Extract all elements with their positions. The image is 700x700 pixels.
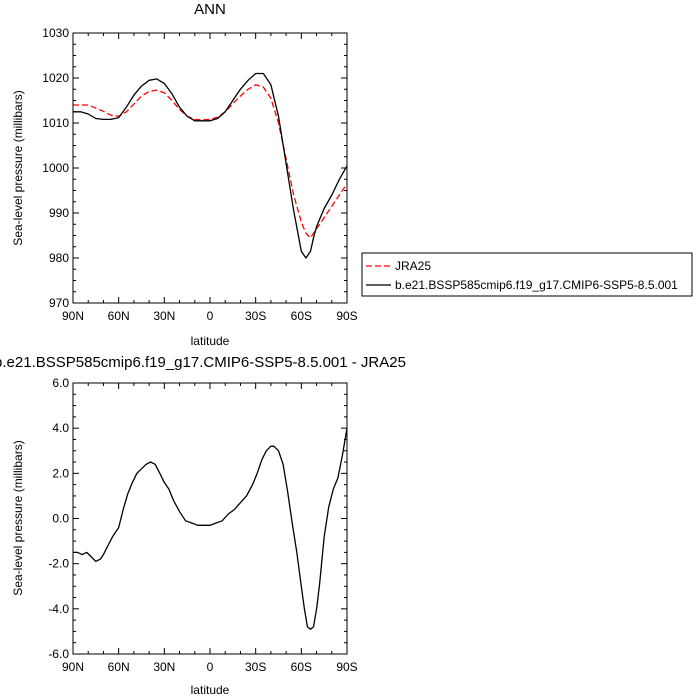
bottom-x-tick-label: 0: [207, 660, 214, 674]
bottom-y-tick-label: -6.0: [48, 647, 69, 661]
bottom-y-tick-label: -4.0: [48, 602, 69, 616]
top-chart-title: ANN: [194, 1, 226, 18]
top-y-tick-label: 1010: [42, 116, 69, 130]
top-x-tick-label: 60N: [108, 309, 130, 323]
top-series-line-0: [73, 84, 348, 239]
bottom-series-line-0: [73, 428, 348, 630]
top-ticks: 90N 60N 30N 0 30S 60S 90S 970 980 990 1000 1010 1020…: [42, 26, 357, 323]
top-x-axis-title: latitude: [191, 334, 230, 348]
top-panel: ANN 90N 60N 30N 0 30S 60S 90S 970 980 990 1000 1010…: [11, 1, 358, 348]
top-x-tick-label: 0: [207, 309, 214, 323]
bottom-x-tick-label: 30N: [153, 660, 175, 674]
top-y-tick-label: 990: [49, 206, 69, 220]
top-series-layer: [73, 72, 348, 259]
top-x-tick-label: 30N: [153, 309, 175, 323]
bottom-panel: b.e21.BSSP585cmip6.f19_g17.CMIP6-SSP5-8.…: [0, 354, 406, 697]
bottom-x-tick-label: 90S: [336, 660, 357, 674]
legend-label-model: b.e21.BSSP585cmip6.f19_g17.CMIP6-SSP5-8.…: [395, 278, 678, 292]
top-y-tick-label: 980: [49, 251, 69, 265]
top-y-tick-label: 970: [49, 296, 69, 310]
legend-box: [361, 252, 693, 297]
top-plot-frame: [72, 32, 348, 304]
bottom-chart-title: b.e21.BSSP585cmip6.f19_g17.CMIP6-SSP5-8.…: [0, 354, 406, 371]
top-y-tick-label: 1000: [42, 161, 69, 175]
top-y-tick-label: 1030: [42, 26, 69, 40]
bottom-plot-frame: [72, 382, 348, 655]
bottom-y-tick-label: 2.0: [52, 466, 69, 480]
top-x-tick-label: 60S: [291, 309, 312, 323]
bottom-ticks: 90N 60N 30N 0 30S 60S 90S -6.0 -4.0 -2.0 0.0 2.0 4.0…: [48, 376, 357, 674]
bottom-x-tick-label: 30S: [245, 660, 266, 674]
bottom-series-layer: [73, 428, 348, 630]
bottom-x-axis-title: latitude: [191, 683, 230, 697]
bottom-x-tick-label: 90N: [62, 660, 84, 674]
top-y-tick-label: 1020: [42, 71, 69, 85]
bottom-y-tick-label: 6.0: [52, 376, 69, 390]
top-x-tick-label: 30S: [245, 309, 266, 323]
top-series-line-1: [73, 72, 348, 259]
top-y-axis-title: Sea-level pressure (millibars): [11, 90, 25, 245]
bottom-y-tick-label: 4.0: [52, 421, 69, 435]
legend-label-jra25: JRA25: [395, 259, 431, 273]
bottom-y-tick-label: 0.0: [52, 512, 69, 526]
bottom-y-axis-title: Sea-level pressure (millibars): [11, 440, 25, 595]
bottom-x-tick-label: 60N: [108, 660, 130, 674]
bottom-x-tick-label: 60S: [291, 660, 312, 674]
bottom-y-tick-label: -2.0: [48, 557, 69, 571]
legend: JRA25 b.e21.BSSP585cmip6.f19_g17.CMIP6-S…: [361, 252, 693, 297]
top-x-tick-label: 90S: [336, 309, 357, 323]
top-x-tick-label: 90N: [62, 309, 84, 323]
